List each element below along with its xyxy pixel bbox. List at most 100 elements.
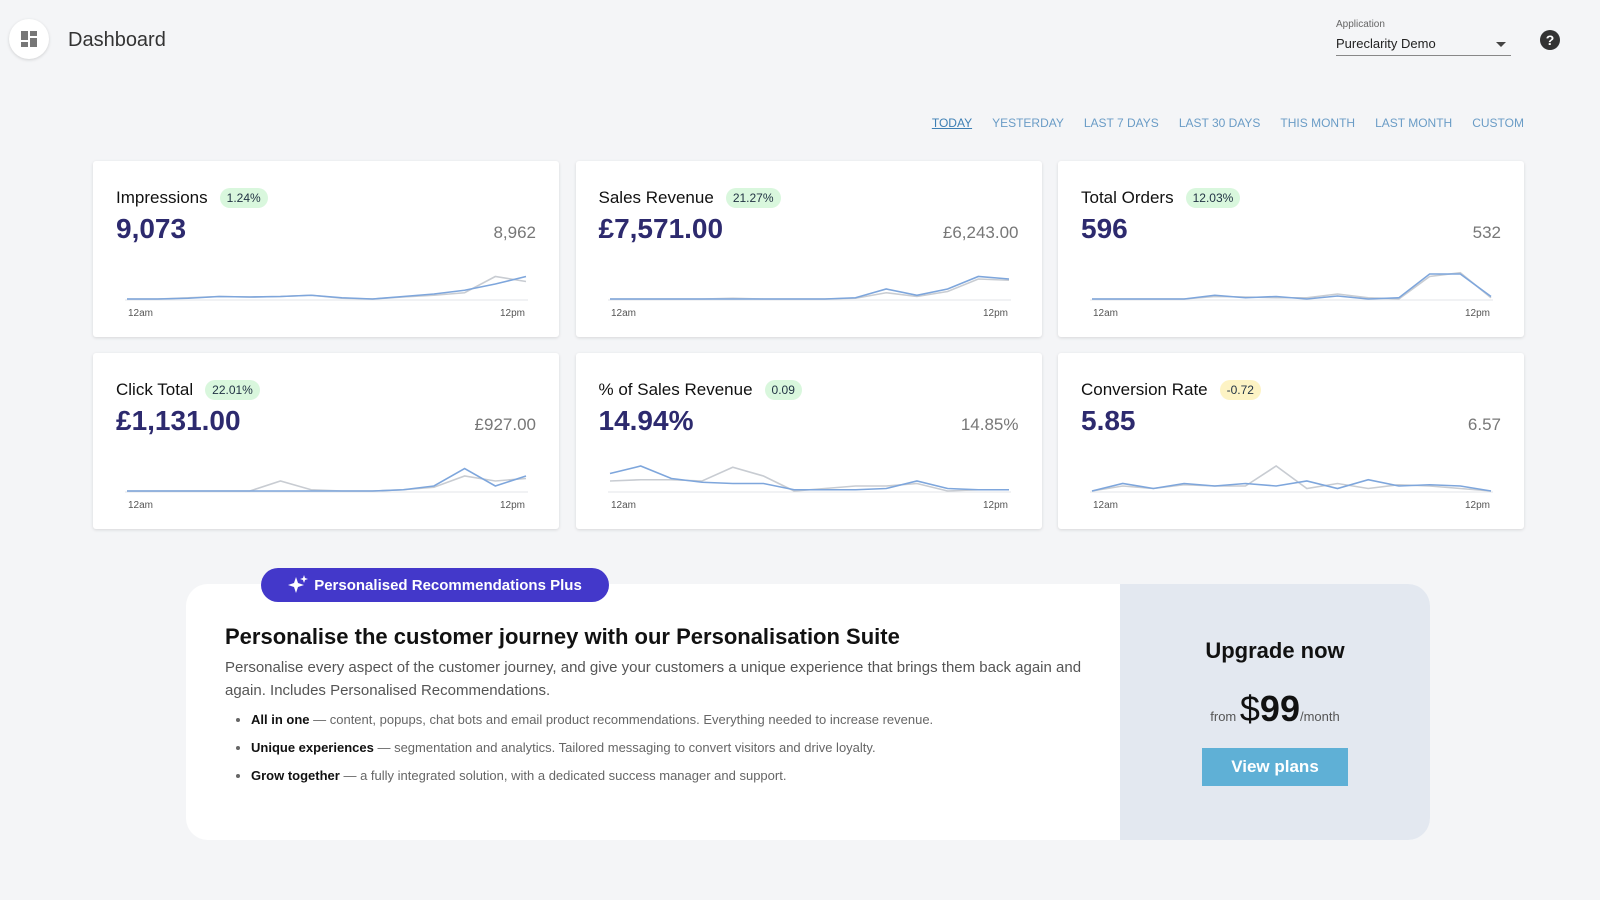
card-previous: £927.00 bbox=[474, 415, 536, 434]
date-tab[interactable]: LAST 7 DAYS bbox=[1083, 116, 1159, 130]
price: from $99/month bbox=[1120, 688, 1430, 730]
x-end-label: 12pm bbox=[500, 308, 525, 319]
card-value: £7,571.00 bbox=[598, 213, 724, 244]
metric-card: Total Orders 12.03% 596 532 12am 12pm bbox=[1058, 161, 1524, 337]
price-period: /month bbox=[1299, 709, 1340, 724]
bullet-text: — segmentation and analytics. Tailored m… bbox=[377, 740, 876, 755]
logo-icon bbox=[21, 31, 37, 47]
card-title: Conversion Rate bbox=[1081, 380, 1208, 399]
card-title: Click Total bbox=[116, 380, 194, 399]
sparkline-current bbox=[609, 275, 1009, 300]
view-plans-button[interactable]: View plans bbox=[1202, 748, 1348, 786]
bullet-text: — content, popups, chat bots and email p… bbox=[313, 712, 934, 727]
sparkline-previous bbox=[609, 466, 1009, 492]
app-value: Pureclarity Demo bbox=[1336, 36, 1436, 51]
bullet-strong: Unique experiences bbox=[251, 740, 374, 755]
card-value: 14.94% bbox=[598, 405, 694, 436]
sparkline-current bbox=[127, 275, 527, 300]
x-end-label: 12pm bbox=[982, 308, 1007, 319]
date-tab[interactable]: YESTERDAY bbox=[992, 116, 1064, 130]
page-title: Dashboard bbox=[68, 29, 166, 51]
upgrade-panel: Upgrade now from $99/month View plans bbox=[1120, 584, 1430, 840]
card-previous: 8,962 bbox=[493, 223, 536, 242]
card-value: 9,073 bbox=[116, 213, 187, 244]
metric-card: Sales Revenue 21.27% £7,571.00 £6,243.00 12a… bbox=[575, 161, 1042, 337]
sparkline-current bbox=[609, 465, 1009, 491]
card-value: £1,131.00 bbox=[116, 405, 241, 436]
metric-card: Conversion Rate -0.72 5.85 6.57 12am 12pm bbox=[1058, 353, 1524, 529]
promo-bullet: Unique experiences — segmentation and an… bbox=[251, 740, 933, 755]
change-badge: 12.03% bbox=[1185, 188, 1241, 208]
date-tab[interactable]: LAST MONTH bbox=[1375, 116, 1453, 130]
sparkline-previous bbox=[1091, 465, 1492, 492]
card-previous: 6.57 bbox=[1467, 415, 1501, 434]
x-end-label: 12pm bbox=[1465, 500, 1490, 511]
date-tab[interactable]: CUSTOM bbox=[1472, 116, 1524, 130]
bullet-text: — a fully integrated solution, with a de… bbox=[343, 768, 787, 783]
change-badge: 21.27% bbox=[725, 188, 781, 208]
sparkline: 12am 12pm bbox=[125, 467, 528, 511]
card-title-row: % of Sales Revenue 0.09 bbox=[599, 380, 802, 400]
metric-card: % of Sales Revenue 0.09 14.94% 14.85% 12am 12… bbox=[575, 353, 1042, 529]
metric-card: Impressions 1.24% 9,073 8,962 12am 12pm bbox=[93, 161, 559, 337]
date-tab[interactable]: LAST 30 DAYS bbox=[1178, 116, 1261, 130]
app-select[interactable]: Pureclarity Demo bbox=[1336, 36, 1511, 56]
card-previous: 14.85% bbox=[960, 415, 1019, 434]
x-start-label: 12am bbox=[1093, 500, 1118, 511]
card-value: 5.85 bbox=[1081, 405, 1136, 436]
x-end-label: 12pm bbox=[982, 500, 1007, 511]
sparkline-current bbox=[1091, 478, 1492, 492]
sparkline: 12am 12pm bbox=[607, 465, 1011, 511]
card-value: 596 bbox=[1081, 213, 1128, 244]
dropdown-arrow bbox=[1496, 42, 1506, 47]
x-start-label: 12am bbox=[611, 500, 636, 511]
card-title-row: Conversion Rate -0.72 bbox=[1081, 380, 1261, 400]
x-start-label: 12am bbox=[611, 308, 636, 319]
sparkline-previous bbox=[127, 475, 527, 492]
card-title: Total Orders bbox=[1081, 188, 1174, 207]
change-badge: 22.01% bbox=[205, 380, 260, 400]
promo-badge: Personalised Recommendations Plus bbox=[261, 568, 609, 602]
change-badge: 0.09 bbox=[764, 380, 802, 400]
app-label: Application bbox=[1336, 19, 1385, 30]
card-title-row: Impressions 1.24% bbox=[116, 188, 268, 208]
x-end-label: 12pm bbox=[1465, 308, 1490, 319]
x-end-label: 12pm bbox=[500, 500, 525, 511]
upgrade-title: Upgrade now bbox=[1205, 638, 1345, 663]
promo-bullets: All in one — content, popups, chat bots … bbox=[225, 712, 933, 796]
change-badge: -0.72 bbox=[1219, 380, 1261, 400]
card-title-row: Click Total 22.01% bbox=[116, 380, 260, 400]
promo-badge-text: Personalised Recommendations Plus bbox=[314, 576, 582, 594]
date-tabs: TODAY YESTERDAY LAST 7 DAYS LAST 30 DAYS THI… bbox=[932, 116, 1524, 130]
card-title-row: Sales Revenue 21.27% bbox=[599, 188, 781, 208]
date-tab[interactable]: THIS MONTH bbox=[1280, 116, 1356, 130]
metric-card: Click Total 22.01% £1,131.00 £927.00 12am 12p… bbox=[93, 353, 559, 529]
card-previous: £6,243.00 bbox=[942, 223, 1019, 242]
bullet-strong: Grow together bbox=[251, 768, 340, 783]
promo-panel: Personalise the customer journey with ou… bbox=[186, 584, 1430, 840]
help-icon[interactable]: ? bbox=[1539, 29, 1561, 51]
card-previous: 532 bbox=[1472, 223, 1501, 242]
sparkline-previous bbox=[127, 275, 527, 300]
sparkline: 12am 12pm bbox=[1090, 465, 1493, 511]
sparkle-icon bbox=[288, 575, 309, 593]
card-title-row: Total Orders 12.03% bbox=[1081, 188, 1241, 208]
x-start-label: 12am bbox=[1093, 308, 1118, 319]
price-currency: $ bbox=[1239, 688, 1260, 729]
logo[interactable] bbox=[9, 19, 49, 59]
sparkline: 12am 12pm bbox=[125, 275, 528, 319]
card-title: Impressions bbox=[116, 188, 208, 207]
promo-bullet: Grow together — a fully integrated solut… bbox=[251, 768, 933, 783]
sparkline: 12am 12pm bbox=[607, 275, 1011, 319]
x-start-label: 12am bbox=[128, 308, 153, 319]
date-tab[interactable]: TODAY bbox=[931, 116, 973, 130]
promo-heading: Personalise the customer journey with ou… bbox=[225, 624, 900, 649]
sparkline-current bbox=[1092, 273, 1492, 300]
sparkline: 12am 12pm bbox=[1090, 271, 1493, 319]
bullet-strong: All in one bbox=[251, 712, 310, 727]
change-badge: 1.24% bbox=[219, 188, 268, 208]
x-start-label: 12am bbox=[128, 500, 153, 511]
promo-body: Personalise every aspect of the customer… bbox=[225, 659, 1082, 699]
svg-text:?: ? bbox=[1546, 32, 1555, 48]
